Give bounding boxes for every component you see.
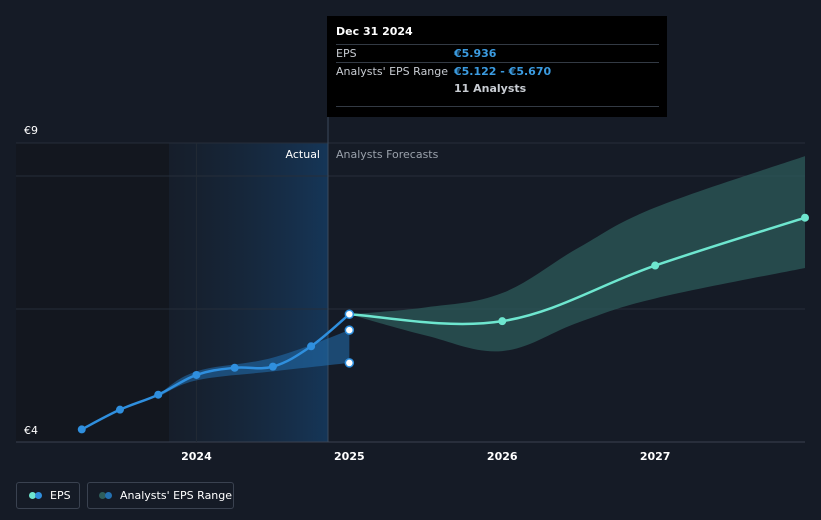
legend-eps-label: EPS	[50, 489, 71, 502]
y-axis-bottom-label: €4	[24, 424, 38, 437]
forecast-label: Analysts Forecasts	[336, 148, 439, 161]
legend-eps[interactable]: EPS	[16, 482, 80, 509]
tooltip-range-label: Analysts' EPS Range	[336, 65, 449, 78]
eps-range-marker	[344, 325, 355, 335]
tooltip-eps-value: €5.936	[454, 47, 497, 60]
eps-range-actual-area	[158, 330, 350, 398]
tooltip-analysts-count: 11 Analysts	[454, 82, 527, 95]
tooltip-range-row: Analysts' EPS Range €5.122 - €5.670	[336, 62, 659, 80]
eps-actual-point	[192, 370, 201, 379]
legend-eps-range[interactable]: Analysts' EPS Range	[87, 482, 234, 509]
eps-forecast-point	[801, 213, 809, 222]
tooltip-analysts-row: 11 Analysts	[336, 80, 659, 97]
y-axis-top-label: €9	[24, 124, 38, 137]
eps-range-legend-icon	[99, 492, 112, 499]
eps-actual-point	[307, 342, 316, 351]
eps-forecast-point	[651, 261, 660, 270]
tooltip-divider	[336, 106, 659, 107]
tooltip-eps-label: EPS	[336, 47, 357, 60]
eps-actual-point-highlight	[344, 309, 355, 319]
eps-actual-point	[230, 363, 239, 372]
eps-actual-point	[154, 390, 163, 399]
eps-forecast-point	[498, 317, 507, 326]
x-tick-label: 2024	[181, 450, 212, 463]
x-tick-label: 2027	[640, 450, 671, 463]
tooltip-date: Dec 31 2024	[336, 25, 413, 38]
x-tick-label: 2026	[487, 450, 518, 463]
actual-period-shade	[169, 143, 328, 442]
legend-range-label: Analysts' EPS Range	[120, 489, 233, 502]
eps-actual-point	[77, 425, 86, 434]
past-background	[16, 143, 169, 442]
eps-forecast-line	[349, 216, 806, 326]
x-tick-label: 2025	[334, 450, 365, 463]
eps-range-forecast-area	[349, 156, 805, 352]
actual-label: Actual	[286, 148, 320, 161]
gridlines	[16, 142, 805, 443]
tooltip-eps-row: EPS €5.936	[336, 44, 659, 62]
eps-actual-point	[268, 362, 277, 371]
tooltip-range-value: €5.122 - €5.670	[454, 65, 552, 78]
eps-legend-icon	[29, 492, 42, 499]
tooltip: Dec 31 2024 EPS €5.936 Analysts' EPS Ran…	[327, 16, 667, 117]
eps-actual-point	[115, 405, 124, 414]
eps-range-marker	[344, 358, 355, 368]
